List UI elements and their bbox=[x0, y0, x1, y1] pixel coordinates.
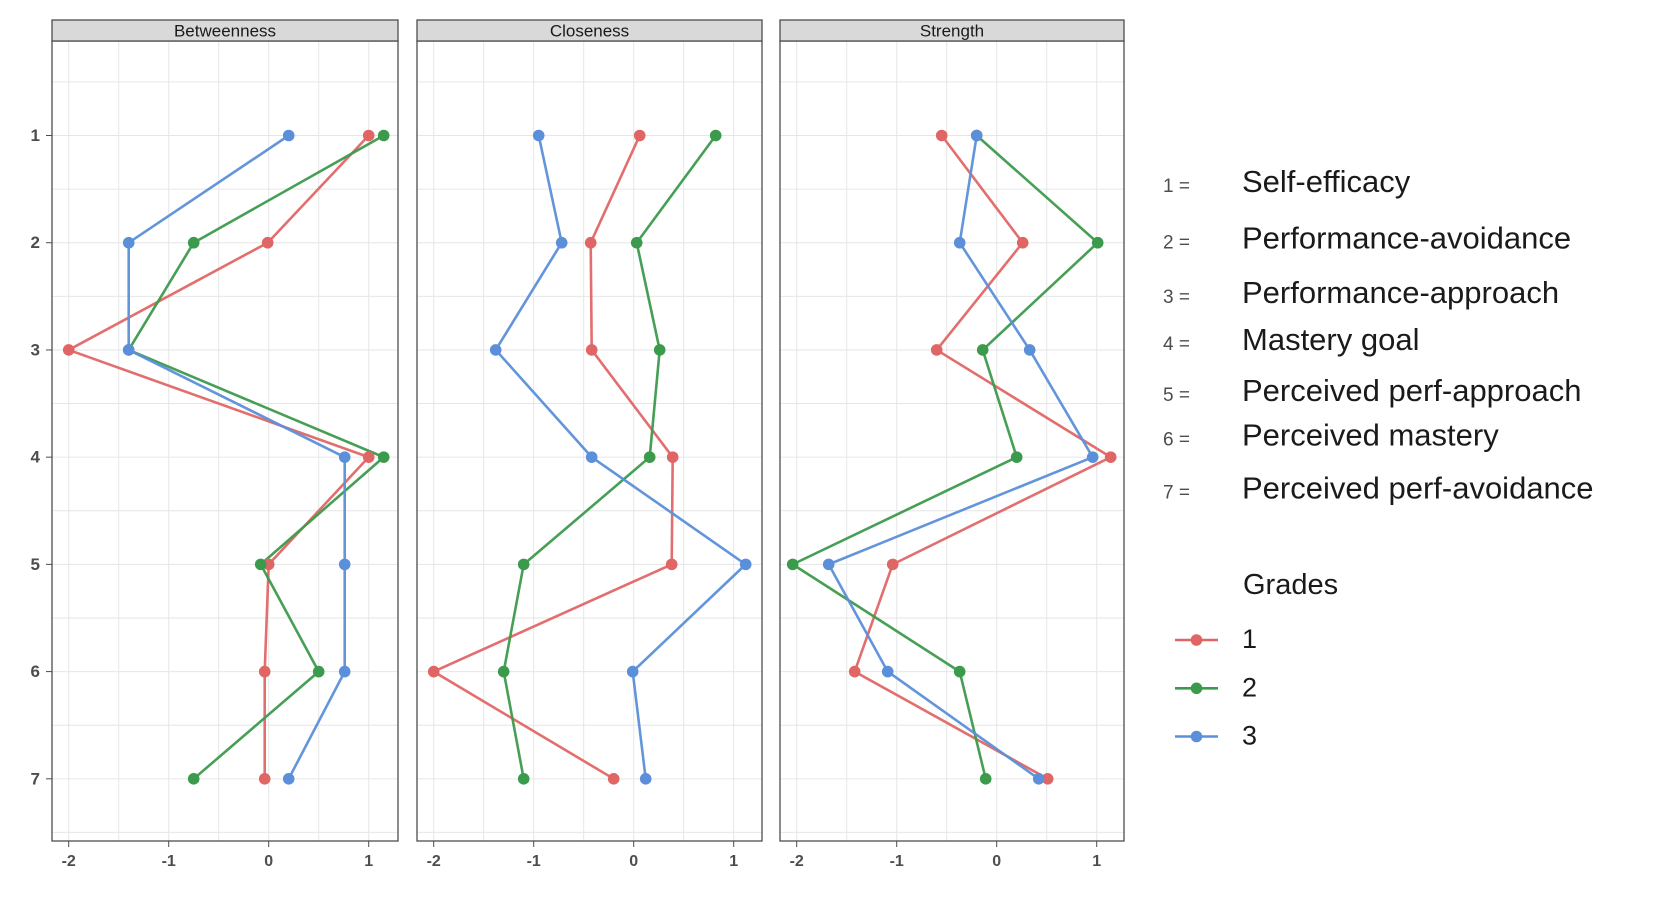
svg-text:-2: -2 bbox=[62, 853, 76, 870]
svg-text:1: 1 bbox=[1092, 853, 1101, 870]
svg-text:1: 1 bbox=[729, 853, 738, 870]
svg-text:1: 1 bbox=[364, 853, 373, 870]
svg-text:2 =: 2 = bbox=[1163, 233, 1190, 254]
svg-text:Grades: Grades bbox=[1243, 569, 1338, 601]
svg-text:-2: -2 bbox=[427, 853, 441, 870]
svg-text:4 =: 4 = bbox=[1163, 334, 1190, 355]
svg-text:2: 2 bbox=[31, 233, 40, 252]
svg-text:Mastery goal: Mastery goal bbox=[1242, 322, 1419, 357]
svg-text:0: 0 bbox=[629, 853, 638, 870]
svg-text:Closeness: Closeness bbox=[550, 22, 629, 41]
svg-text:0: 0 bbox=[992, 853, 1001, 870]
svg-text:5 =: 5 = bbox=[1163, 385, 1190, 406]
svg-text:Perceived perf-avoidance: Perceived perf-avoidance bbox=[1242, 471, 1594, 506]
svg-text:1: 1 bbox=[1242, 624, 1257, 654]
svg-text:Performance-avoidance: Performance-avoidance bbox=[1242, 221, 1571, 256]
svg-text:Self-efficacy: Self-efficacy bbox=[1242, 164, 1411, 199]
svg-text:-1: -1 bbox=[890, 853, 904, 870]
svg-text:6 =: 6 = bbox=[1163, 429, 1190, 450]
svg-text:Betweenness: Betweenness bbox=[174, 22, 276, 41]
svg-text:5: 5 bbox=[31, 555, 40, 574]
svg-text:Perceived perf-approach: Perceived perf-approach bbox=[1242, 373, 1581, 408]
svg-text:-1: -1 bbox=[527, 853, 541, 870]
svg-text:3: 3 bbox=[1242, 721, 1257, 751]
svg-text:4: 4 bbox=[31, 448, 41, 467]
svg-text:1: 1 bbox=[31, 126, 40, 145]
svg-text:-2: -2 bbox=[790, 853, 804, 870]
svg-text:7 =: 7 = bbox=[1163, 483, 1190, 504]
svg-text:3: 3 bbox=[31, 340, 40, 359]
svg-text:0: 0 bbox=[264, 853, 273, 870]
svg-text:3 =: 3 = bbox=[1163, 287, 1190, 308]
svg-text:6: 6 bbox=[31, 662, 40, 681]
svg-text:7: 7 bbox=[31, 769, 40, 788]
svg-text:-1: -1 bbox=[162, 853, 176, 870]
svg-text:2: 2 bbox=[1242, 672, 1257, 702]
svg-text:Strength: Strength bbox=[920, 22, 984, 41]
svg-text:Performance-approach: Performance-approach bbox=[1242, 275, 1559, 310]
svg-text:1 =: 1 = bbox=[1163, 176, 1190, 197]
svg-text:Perceived mastery: Perceived mastery bbox=[1242, 417, 1499, 452]
